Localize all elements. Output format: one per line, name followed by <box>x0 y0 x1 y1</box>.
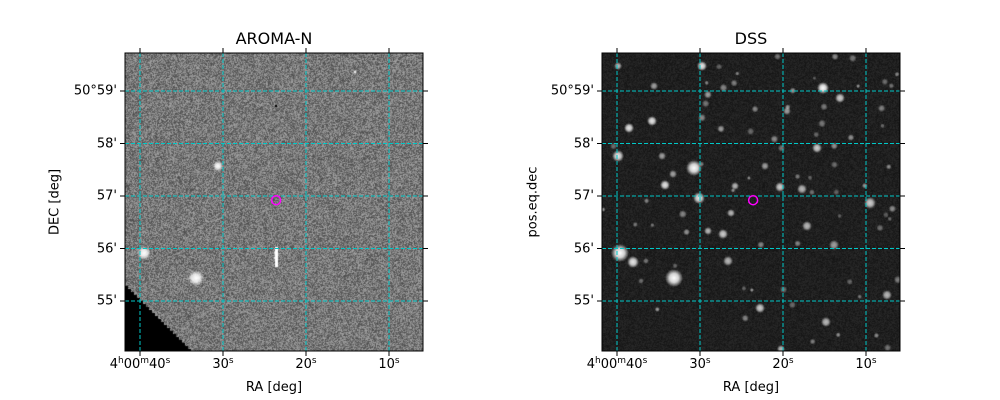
x-tick-label: 20s <box>295 356 317 372</box>
x-tick-label: 20s <box>772 356 794 372</box>
y-tick-label: 50°59' <box>73 83 117 99</box>
y-tick-label: 58' <box>573 136 594 151</box>
aroma-n-overlay <box>120 48 428 356</box>
y-tick-label: 58' <box>96 136 117 151</box>
y-tick-label: 57' <box>96 188 117 204</box>
dss-image-panel <box>597 48 905 356</box>
right-y-axis-label: pos.eq.dec <box>525 166 541 238</box>
x-tick-label: 4h00m40s <box>109 356 171 372</box>
y-tick-label: 56' <box>96 241 117 256</box>
dss-overlay <box>597 48 905 356</box>
x-tick-label: 30s <box>689 356 711 372</box>
left-x-axis-label: RA [deg] <box>245 380 303 395</box>
axes-frame <box>124 52 424 352</box>
y-tick-label: 55' <box>573 293 594 309</box>
y-tick-label: 50°59' <box>550 83 594 99</box>
x-tick-label: 10s <box>855 356 877 372</box>
right-chart-title: DSS <box>734 29 768 48</box>
x-tick-label: 10s <box>378 356 400 372</box>
target-marker <box>747 194 759 206</box>
y-tick-label: 57' <box>573 188 594 204</box>
x-tick-label: 30s <box>212 356 234 372</box>
left-chart-title: AROMA-N <box>235 29 313 48</box>
target-marker <box>270 194 282 206</box>
x-tick-label: 4h00m40s <box>586 356 648 372</box>
axes-frame <box>601 52 901 352</box>
left-y-axis-label: DEC [deg] <box>47 168 63 236</box>
right-x-axis-label: RA [deg] <box>722 380 780 395</box>
y-tick-label: 55' <box>96 293 117 309</box>
y-tick-label: 56' <box>573 241 594 256</box>
aroma-n-image-panel <box>120 48 428 356</box>
